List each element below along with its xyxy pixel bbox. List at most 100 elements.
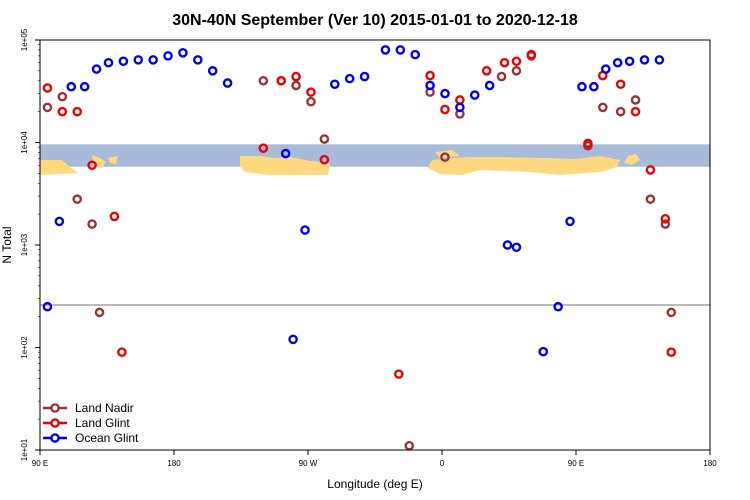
land-nadir-point bbox=[72, 194, 83, 204]
land-shape-3 bbox=[108, 156, 118, 164]
ocean-glint-point bbox=[79, 81, 90, 92]
land-nadir-point bbox=[42, 102, 53, 113]
land-shape-5 bbox=[428, 156, 620, 175]
x-tick-label: 180 bbox=[167, 459, 181, 468]
x-axis: 90 E 180 90 W 0 90 E 180 bbox=[32, 450, 717, 468]
land-nadir-point bbox=[645, 194, 656, 204]
y-tick-label: 1e+01 bbox=[20, 438, 29, 461]
x-axis-label: Longitude (deg E) bbox=[327, 477, 422, 491]
ocean-glint-point bbox=[511, 242, 522, 253]
chart-title: 30N-40N September (Ver 10) 2015-01-01 to… bbox=[172, 12, 578, 29]
land-glint-point bbox=[511, 56, 522, 67]
ocean-glint-point bbox=[288, 334, 298, 345]
land-glint-point bbox=[645, 165, 656, 175]
ocean-glint-point bbox=[66, 81, 77, 92]
ocean-glint-point bbox=[359, 71, 370, 82]
land-glint-point bbox=[117, 347, 127, 357]
ocean-glint-point bbox=[425, 80, 435, 91]
land-glint-point bbox=[666, 347, 677, 357]
ocean-glint-point bbox=[193, 55, 203, 65]
land-glint-point bbox=[258, 143, 269, 153]
land-nadir-point bbox=[630, 95, 641, 105]
ocean-glint-point bbox=[300, 225, 310, 235]
land-glint-point bbox=[499, 57, 510, 68]
land-nadir-point bbox=[440, 152, 450, 162]
ocean-glint-point bbox=[207, 66, 218, 76]
ocean-glint-point bbox=[410, 49, 421, 60]
ocean-glint-point bbox=[538, 346, 549, 357]
data-marks bbox=[42, 45, 677, 451]
y-axis: 1e+01 1e+02 1e+03 1e+04 1e+05 bbox=[20, 28, 40, 461]
land-glint-point bbox=[57, 106, 68, 117]
land-glint-point bbox=[615, 79, 626, 90]
legend-marker-land-nadir bbox=[50, 403, 60, 413]
ocean-glint-point bbox=[395, 45, 406, 55]
ocean-glint-point bbox=[469, 90, 480, 100]
ocean-glint-point bbox=[42, 301, 53, 312]
land-glint-point bbox=[109, 211, 120, 222]
ocean-glint-point bbox=[440, 88, 450, 99]
ocean-glint-point bbox=[380, 45, 391, 55]
x-tick-label: 90 W bbox=[299, 459, 318, 468]
ocean-glint-point bbox=[600, 64, 611, 74]
ocean-glint-point bbox=[118, 56, 129, 67]
ocean-glint-point bbox=[624, 56, 635, 67]
land-glint-point bbox=[481, 66, 492, 76]
ocean-glint-point bbox=[103, 57, 114, 68]
land-glint-point bbox=[660, 214, 671, 224]
legend-label-land-glint: Land Glint bbox=[75, 416, 130, 430]
ocean-glint-point bbox=[344, 73, 355, 84]
land-glint-point bbox=[583, 138, 593, 149]
land-glint-point bbox=[276, 75, 287, 86]
land-nadir-point bbox=[306, 96, 316, 107]
y-axis-label: N Total bbox=[0, 226, 14, 263]
ocean-glint-point bbox=[553, 301, 563, 312]
legend-marker-land-glint bbox=[50, 418, 60, 428]
plot-area bbox=[39, 39, 711, 451]
land-glint-point bbox=[630, 106, 641, 117]
ocean-glint-point bbox=[280, 148, 291, 159]
ocean-glint-point bbox=[163, 51, 173, 61]
ocean-glint-point bbox=[133, 55, 144, 65]
x-tick-label: 0 bbox=[440, 459, 445, 468]
land-glint-point bbox=[72, 106, 83, 117]
ocean-glint-point bbox=[502, 240, 513, 250]
world-map-band bbox=[40, 144, 710, 175]
ocean-glint-point bbox=[484, 80, 495, 91]
legend-label-land-nadir: Land Nadir bbox=[75, 401, 134, 415]
x-tick-label: 90 E bbox=[568, 459, 584, 468]
land-glint-point bbox=[319, 154, 330, 165]
ocean-glint-point bbox=[178, 48, 188, 58]
land-nadir-point bbox=[511, 66, 522, 76]
ocean-glint-point bbox=[148, 55, 158, 65]
legend-label-ocean-glint: Ocean Glint bbox=[75, 431, 139, 445]
ocean-glint-point bbox=[54, 216, 65, 227]
land-glint-point bbox=[526, 49, 537, 60]
y-tick-label: 1e+05 bbox=[20, 28, 29, 51]
land-nadir-point bbox=[404, 440, 415, 451]
land-glint-point bbox=[455, 95, 465, 105]
land-nadir-point bbox=[57, 91, 68, 102]
land-nadir-point bbox=[598, 102, 608, 113]
land-shape-4 bbox=[240, 156, 330, 175]
land-nadir-point bbox=[319, 134, 330, 144]
land-nadir-point bbox=[94, 307, 105, 318]
y-tick-label: 1e+03 bbox=[20, 233, 29, 256]
land-nadir-point bbox=[660, 219, 671, 229]
plot-frame bbox=[39, 39, 711, 451]
ocean-glint-point bbox=[577, 81, 587, 92]
land-nadir-point bbox=[615, 106, 626, 117]
land-glint-point bbox=[394, 369, 404, 379]
y-tick-label: 1e+04 bbox=[20, 131, 29, 154]
land-glint-point bbox=[425, 70, 435, 81]
land-shape-1 bbox=[40, 160, 78, 175]
land-glint-point bbox=[42, 83, 53, 93]
land-glint-point bbox=[440, 104, 450, 115]
land-nadir-point bbox=[258, 75, 269, 86]
land-glint-point bbox=[87, 160, 97, 171]
ocean-glint-point bbox=[329, 79, 340, 90]
ocean-glint-point bbox=[589, 81, 599, 92]
ocean-glint-point bbox=[455, 102, 465, 113]
legend-marker-ocean-glint bbox=[50, 433, 60, 443]
land-shape-7 bbox=[624, 154, 640, 165]
